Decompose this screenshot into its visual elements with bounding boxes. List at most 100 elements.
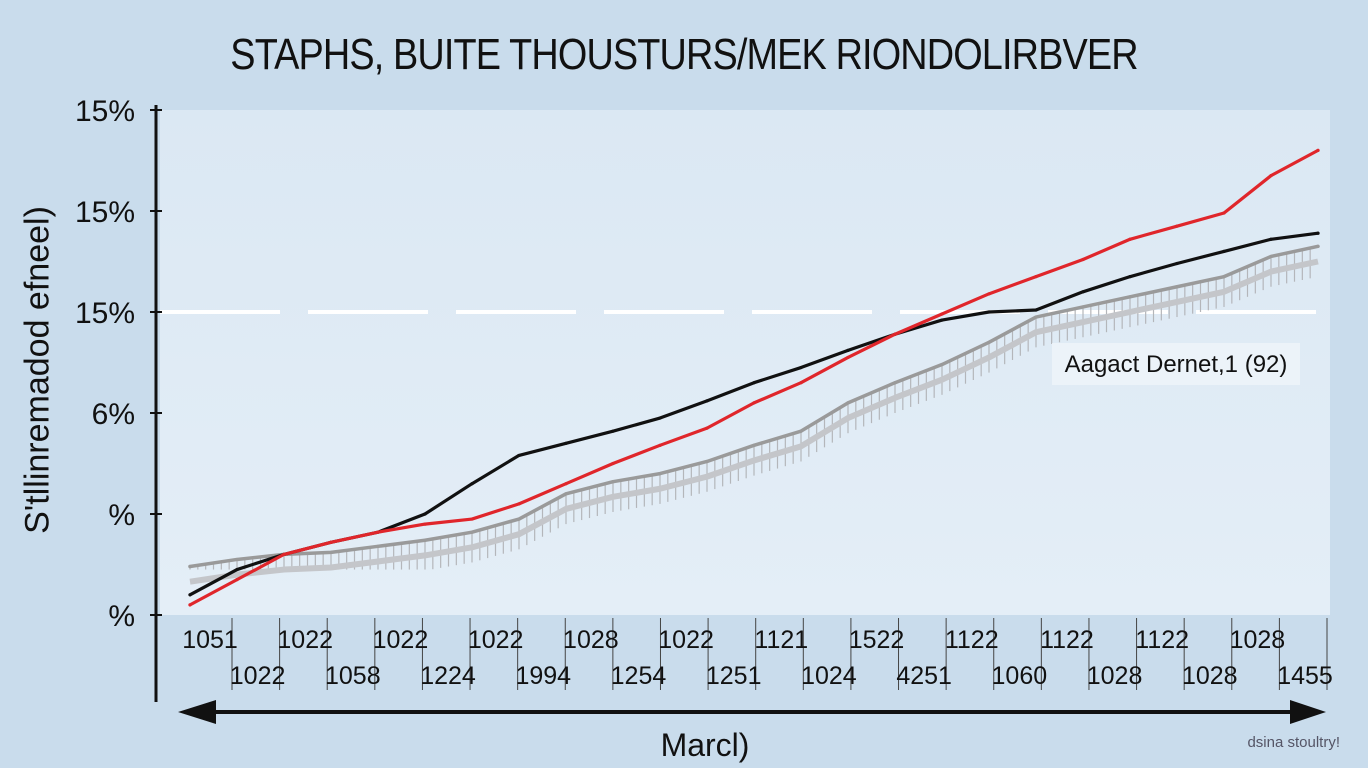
series-3-point xyxy=(564,492,568,496)
series-2-point xyxy=(517,453,521,458)
x-tick-label: 1022 xyxy=(277,626,333,654)
series-2-point xyxy=(658,416,662,420)
series-3-point xyxy=(1128,295,1132,299)
series-2-point xyxy=(987,310,991,314)
series-3-point xyxy=(799,429,803,433)
x-tick-label: 1455 xyxy=(1277,662,1333,690)
annotation-text: Aagact Dernet,1 (92) xyxy=(1065,351,1288,378)
x-tick-label: 1022 xyxy=(373,626,429,654)
x-tick-label: 1121 xyxy=(754,626,808,654)
series-3-point xyxy=(329,550,333,554)
series-3-point xyxy=(1269,254,1273,259)
series-2-point xyxy=(1034,308,1038,312)
x-tick-label: 4251 xyxy=(896,662,952,690)
series-3-point xyxy=(987,340,991,344)
x-axis-arrow-right xyxy=(1290,700,1326,724)
series-2-point xyxy=(1269,237,1273,241)
x-tick-label: 1051 xyxy=(182,626,238,654)
series-3-point xyxy=(376,544,380,548)
x-tick-label: 1522 xyxy=(849,626,905,654)
annotation-box: Aagact Dernet,1 (92) xyxy=(1052,343,1300,385)
series-lines-group xyxy=(188,148,1320,607)
x-tick-label: 1022 xyxy=(468,626,524,654)
series-1-point xyxy=(611,461,615,466)
series-3-point xyxy=(423,538,427,542)
series-2-point xyxy=(1175,261,1179,266)
series-1-point xyxy=(329,540,333,544)
series-3-point xyxy=(1175,285,1179,289)
series-1-point xyxy=(282,552,286,557)
series-1-point xyxy=(1269,174,1273,178)
series-3-point xyxy=(188,564,192,569)
series-2-point xyxy=(1128,275,1132,279)
series-2-point xyxy=(846,348,850,352)
series-1-point xyxy=(1316,148,1320,152)
series-2-point xyxy=(423,512,427,516)
x-ticks-group: 1051 1022 1022 1058 1022 1224 1022 1994 1028 1254… xyxy=(182,618,1333,690)
series-2-point xyxy=(188,593,192,597)
series-1-point xyxy=(799,381,803,385)
series-2-point xyxy=(752,381,756,385)
y-tick-label: 15% xyxy=(75,95,135,128)
series-3-point xyxy=(846,401,850,405)
source-note: dsina stoultry! xyxy=(1247,734,1340,751)
series-1-point xyxy=(987,292,991,296)
series-3-point xyxy=(705,459,709,464)
y-tick-label: 15% xyxy=(75,196,135,229)
series-1-point xyxy=(658,443,662,447)
series-1-point xyxy=(752,401,756,405)
x-tick-label: 1122 xyxy=(1135,626,1189,654)
series-1-point xyxy=(1222,211,1226,215)
series-3-point xyxy=(611,480,615,484)
series-1-point xyxy=(235,578,239,582)
series-3-point xyxy=(1222,275,1226,279)
series-3-point xyxy=(1316,244,1320,248)
y-tick-label: % xyxy=(108,499,135,532)
series-2-point xyxy=(611,429,615,433)
series-3-point xyxy=(1081,305,1085,309)
y-tick-label: % xyxy=(108,600,135,633)
y-tick-label: 6% xyxy=(92,398,135,431)
x-tick-label: 1122 xyxy=(945,626,999,654)
x-tick-label: 1028 xyxy=(1230,626,1286,654)
x-axis-label: Marcl) xyxy=(661,727,750,763)
chart-title: STAPHS, BUITE THOUSTURS/MEK RIONDOLIRBVE… xyxy=(230,30,1138,79)
series-1-point xyxy=(423,522,427,526)
series-2-point xyxy=(1222,249,1226,253)
series-1-point xyxy=(893,332,897,336)
series-1-point xyxy=(517,502,521,506)
series-1-point xyxy=(846,355,850,360)
y-ticks-group: %% 6% 15% 15% 15% xyxy=(75,95,162,633)
x-axis-arrow-left xyxy=(178,700,216,724)
x-tick-label: 1122 xyxy=(1040,626,1094,654)
x-tick-label: 1022 xyxy=(658,626,714,654)
series-2-point xyxy=(1316,231,1320,235)
x-tick-label: 1022 xyxy=(230,662,286,690)
series-1-point xyxy=(470,517,474,521)
x-tick-label: 1028 xyxy=(1182,662,1238,690)
series-3-point xyxy=(940,362,944,367)
series-3-point xyxy=(893,381,897,385)
x-tick-label: 1060 xyxy=(992,662,1048,690)
series-1-point xyxy=(1034,275,1038,279)
series-1-point xyxy=(940,312,944,316)
series-2-point xyxy=(564,441,568,445)
series-3-point xyxy=(1034,315,1038,319)
x-tick-label: 1254 xyxy=(611,662,667,690)
series-3-point xyxy=(517,517,521,521)
series-3-point xyxy=(235,557,239,562)
x-tick-label: 1058 xyxy=(325,662,381,690)
x-tick-label: 1251 xyxy=(706,662,762,690)
shadow-band-group xyxy=(189,248,1319,585)
series-3-point xyxy=(752,443,756,447)
series-1-point xyxy=(376,530,380,534)
annotation-background xyxy=(1052,343,1300,385)
series-3-point xyxy=(658,472,662,476)
series-1-point xyxy=(705,426,709,430)
shadow-band xyxy=(189,258,1319,585)
x-tick-label: 1224 xyxy=(420,662,476,690)
x-tick-label: 1028 xyxy=(1087,662,1143,690)
series-2-point xyxy=(1081,290,1085,294)
